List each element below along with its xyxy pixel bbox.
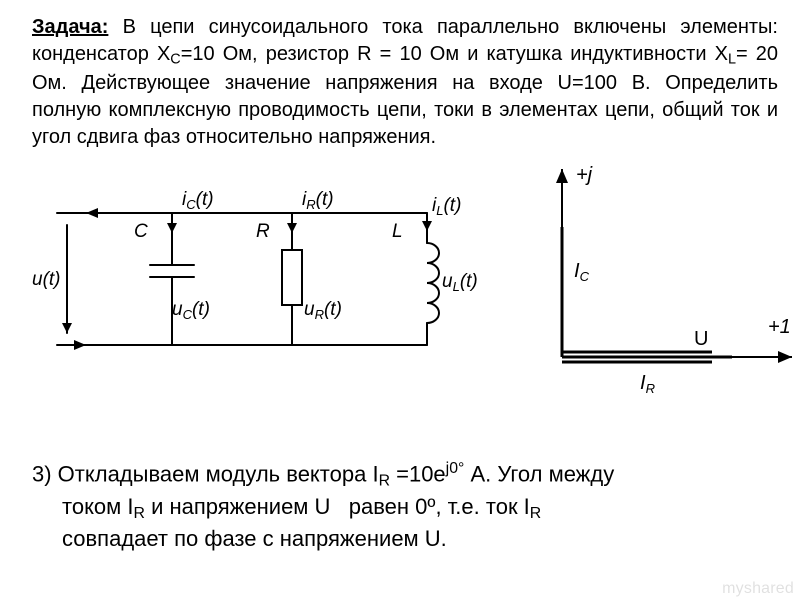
label-iC: iC(t)	[182, 189, 214, 212]
problem-text: В цепи синусоидального тока параллельно …	[32, 16, 778, 148]
label-uR: uR(t)	[304, 299, 342, 322]
circuit-diagram: u(t) C R L iC(t) iR(t) iL(t) uC(t) uR(t)…	[32, 175, 482, 400]
axis-j: +j	[576, 164, 593, 186]
problem-block: Задача: В цепи синусоидального тока пара…	[32, 14, 778, 151]
answer-num: 3)	[32, 462, 52, 487]
label-uC: uC(t)	[172, 299, 210, 322]
problem-label: Задача:	[32, 16, 108, 38]
label-L: L	[392, 221, 403, 242]
label-u-t: u(t)	[32, 269, 61, 290]
vec-U: U	[694, 328, 708, 350]
label-iL: iL(t)	[432, 195, 461, 218]
label-iR: iR(t)	[302, 189, 334, 212]
phasor-diagram: +j +1 IC U IR	[492, 157, 800, 407]
label-uL: uL(t)	[442, 271, 478, 294]
watermark: myshared	[722, 580, 794, 598]
vec-Ic: IC	[574, 260, 590, 284]
axis-1: +1	[768, 316, 791, 338]
label-C: C	[134, 221, 148, 242]
label-R: R	[256, 221, 270, 242]
answer-block: 3) Откладываем модуль вектора IR =10ej0°…	[32, 458, 778, 554]
vec-Ir: IR	[640, 372, 655, 396]
